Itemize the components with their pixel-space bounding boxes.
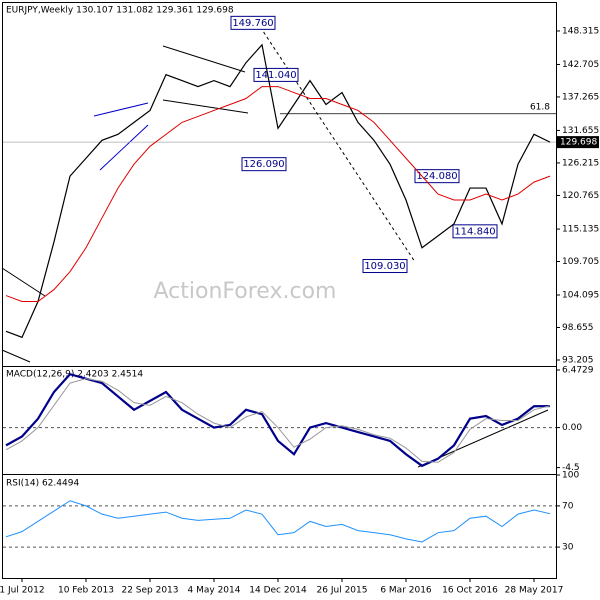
x-tick-label: 10 Feb 2013 bbox=[58, 586, 114, 596]
y-tick-label: 148.315 bbox=[562, 26, 599, 36]
y-tick-label: 70 bbox=[562, 501, 574, 511]
trend-line bbox=[162, 99, 249, 114]
x-tick-label: 6 Mar 2016 bbox=[380, 586, 432, 596]
panel-title: EURJPY,Weekly 130.107 131.082 129.361 12… bbox=[6, 6, 234, 16]
annotation-label: 124.080 bbox=[416, 171, 457, 182]
annotation-box bbox=[230, 15, 276, 30]
x-tick-label: 1 Jul 2012 bbox=[0, 586, 45, 596]
panel-title: RSI(14) 62.4494 bbox=[6, 479, 79, 489]
y-tick-label: 98.655 bbox=[562, 323, 594, 333]
annotation-box bbox=[452, 224, 498, 239]
annotation-label: 149.760 bbox=[232, 18, 273, 29]
y-tick-label: 137.265 bbox=[562, 92, 599, 102]
x-tick-label: 14 Dec 2014 bbox=[249, 586, 307, 596]
series-line bbox=[5, 372, 551, 468]
y-tick-label: 142.705 bbox=[562, 60, 599, 70]
trend-line bbox=[162, 45, 246, 73]
annotation-label: 109.030 bbox=[364, 261, 405, 272]
level-label: 61.8 bbox=[530, 102, 550, 112]
y-tick-label: 109.705 bbox=[562, 257, 599, 267]
series-line bbox=[5, 500, 551, 543]
y-tick-label: -4.5 bbox=[562, 463, 580, 473]
annotation-label: 141.040 bbox=[255, 70, 296, 81]
annotation-label: 114.840 bbox=[454, 226, 495, 237]
y-tick-label: 30 bbox=[562, 543, 574, 553]
series-line bbox=[5, 43, 551, 339]
annotation-box bbox=[241, 157, 287, 172]
trend-line bbox=[1, 267, 46, 297]
price-tag bbox=[557, 136, 599, 149]
trend-line bbox=[99, 124, 149, 171]
x-tick-label: 16 Oct 2016 bbox=[442, 586, 498, 596]
y-tick-label: 115.135 bbox=[562, 225, 599, 235]
x-tick-label: 26 Jul 2015 bbox=[317, 586, 368, 596]
annotation-box bbox=[414, 169, 460, 184]
price-tag-label: 129.698 bbox=[560, 138, 597, 148]
rsi-panel bbox=[2, 474, 557, 579]
series-line bbox=[5, 86, 551, 303]
annotation-box bbox=[362, 259, 408, 274]
trend-line bbox=[1, 349, 31, 363]
annotation-box bbox=[253, 67, 299, 82]
y-tick-label: 104.095 bbox=[562, 290, 599, 300]
annotation-label: 126.090 bbox=[243, 159, 284, 170]
y-tick-label: 0.00 bbox=[562, 423, 582, 433]
y-tick-label: 126.215 bbox=[562, 158, 599, 168]
x-tick-label: 22 Sep 2013 bbox=[121, 586, 178, 596]
x-tick-label: 28 May 2017 bbox=[505, 586, 564, 596]
x-tick-label: 4 May 2014 bbox=[188, 586, 241, 596]
watermark: ActionForex.com bbox=[154, 279, 337, 304]
series-line bbox=[5, 378, 551, 463]
y-tick-label: 93.205 bbox=[562, 355, 594, 365]
y-tick-label: 120.765 bbox=[562, 191, 599, 201]
trend-line bbox=[93, 102, 149, 117]
y-tick-label: 131.655 bbox=[562, 126, 599, 136]
y-tick-label: 100 bbox=[562, 471, 579, 481]
y-tick-label: 6.4729 bbox=[562, 365, 594, 375]
